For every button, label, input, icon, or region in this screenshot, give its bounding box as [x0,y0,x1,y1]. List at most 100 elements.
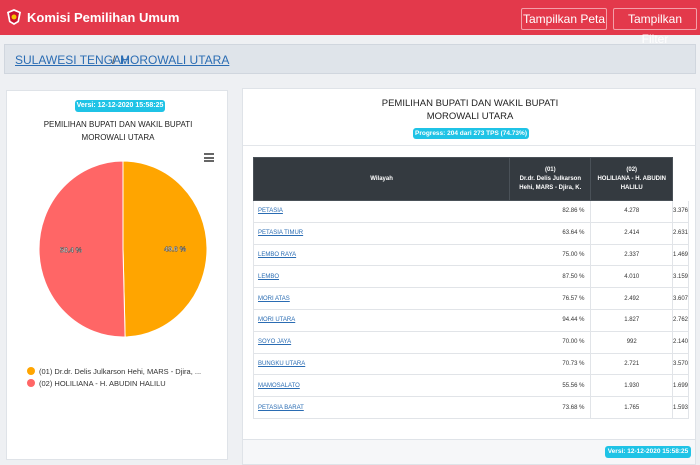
table-row: PETASIA TIMUR 63.64 % 2.414 2.631 [252,222,690,245]
table-row: LEMBO RAYA 75.00 % 2.337 1.469 [252,244,690,267]
table-row: PETASIA BARAT 73.68 % 1.765 1.593 [252,396,690,419]
progress-percent-cell: 55.56 % [509,374,592,398]
breadcrumb-province-link[interactable]: SULAWESI TENGAH [15,53,130,67]
candidate-02-votes-cell: 1.469 [672,244,690,267]
region-cell: LEMBO [252,265,510,289]
pie-chart: 49.6 % 50.4 % [38,160,208,338]
candidate-02-votes-cell: 1.593 [672,396,690,419]
progress-percent-cell: 94.44 % [509,309,592,332]
table-row: SOYO JAYA 70.00 % 992 2.140 [252,331,690,354]
candidate-02-votes-cell: 3.607 [672,287,690,310]
candidate-01-votes-cell: 992 [590,331,673,354]
table-row: PETASIA 82.86 % 4.278 3.376 [252,200,690,223]
candidate-02-votes-cell: 2.140 [672,331,690,354]
candidate-02-name: HOLILIANA - H. ABUDIN HALILU [597,175,666,191]
version-badge: Versi: 12-12-2020 15:58:25 [75,100,165,112]
progress-percent-cell: 75.00 % [509,244,592,267]
hamburger-menu-icon[interactable] [204,153,214,162]
candidate-02-votes-cell: 3.159 [672,265,690,289]
candidate-01-votes-cell: 2.492 [590,287,673,310]
progress-percent-cell: 70.73 % [509,353,592,376]
progress-percent-cell: 82.86 % [509,200,592,223]
legend-item-02[interactable]: (02) HOLILIANA - H. ABUDIN HALILU [27,378,223,390]
progress-badge: Progress: 204 dari 273 TPS (74.73%) [413,128,529,139]
candidate-01-votes-cell: 1.827 [590,309,673,332]
candidate-02-votes-cell: 3.376 [672,200,690,223]
progress-percent-cell: 76.57 % [509,287,592,310]
pie-chart-panel: Versi: 12-12-2020 15:58:25 PEMILIHAN BUP… [6,90,228,460]
legend-label: (01) Dr.dr. Delis Julkarson Hehi, MARS -… [39,367,202,376]
chart-title: PEMILIHAN BUPATI DAN WAKIL BUPATI MOROWA… [43,120,193,142]
candidate-02-number: (02) [626,166,638,173]
chart-legend: (01) Dr.dr. Delis Julkarson Hehi, MARS -… [27,366,223,390]
column-header-candidate-01: (01) Dr.dr. Delis Julkarson Hehi, MARS -… [509,157,592,201]
region-link[interactable]: LEMBO RAYA [258,251,297,258]
pie-slice-label: 50.4 % [60,248,83,255]
page-title-line1: PEMILIHAN BUPATI DAN WAKIL BUPATI [381,98,559,109]
candidate-01-votes-cell: 4.010 [590,265,673,289]
candidate-02-votes-cell: 2.762 [672,309,690,332]
region-cell: PETASIA TIMUR [252,222,510,245]
candidate-01-number: (01) [544,166,556,173]
region-cell: LEMBO RAYA [252,244,510,267]
region-link[interactable]: SOYO JAYA [258,339,292,346]
progress-percent-cell: 87.50 % [509,265,592,289]
page-title: PEMILIHAN BUPATI DAN WAKIL BUPATI MOROWA… [243,97,697,123]
region-link[interactable]: MORI UTARA [258,317,296,324]
table-row: BUNGKU UTARA 70.73 % 2.721 3.570 [252,353,690,376]
pie-slice-label: 49.6 % [164,246,187,253]
candidate-01-votes-cell: 4.278 [590,200,673,223]
column-header-candidate-02: (02) HOLILIANA - H. ABUDIN HALILU [590,157,673,201]
region-link[interactable]: LEMBO [258,273,280,280]
show-filter-button[interactable]: Tampilkan Filter [613,8,697,46]
progress-percent-cell: 63.64 % [509,222,592,245]
results-table: Wilayah (01) Dr.dr. Delis Julkarson Hehi… [252,157,690,419]
region-cell: BUNGKU UTARA [252,353,510,376]
candidate-02-votes-cell: 3.570 [672,353,690,376]
progress-percent-cell: 73.68 % [509,396,592,419]
region-link[interactable]: PETASIA [258,208,283,215]
legend-label: (02) HOLILIANA - H. ABUDIN HALILU [39,379,166,388]
progress-percent-cell: 70.00 % [509,331,592,354]
table-row: MORI ATAS 76.57 % 2.492 3.607 [252,287,690,310]
candidate-01-votes-cell: 1.930 [590,374,673,398]
candidate-01-votes-cell: 2.414 [590,222,673,245]
candidate-02-votes-cell: 1.699 [672,374,690,398]
region-cell: MORI ATAS [252,287,510,310]
region-cell: SOYO JAYA [252,331,510,354]
breadcrumb: SULAWESI TENGAH / MOROWALI UTARA [4,44,696,74]
legend-dot-icon [27,379,35,387]
region-link[interactable]: MORI ATAS [258,295,290,302]
region-link[interactable]: PETASIA BARAT [258,404,304,411]
show-map-button[interactable]: Tampilkan Peta [521,8,607,30]
candidate-02-votes-cell: 2.631 [672,222,690,245]
region-link[interactable]: BUNGKU UTARA [258,360,306,367]
region-cell: PETASIA [252,200,510,223]
kpu-logo-icon [7,9,21,25]
column-header-wilayah: Wilayah [252,157,511,201]
breadcrumb-regency-link[interactable]: MOROWALI UTARA [120,53,230,67]
region-cell: MORI UTARA [252,309,510,332]
candidate-01-votes-cell: 2.721 [590,353,673,376]
region-link[interactable]: PETASIA TIMUR [258,230,304,237]
table-row: MAMOSALATO 55.56 % 1.930 1.699 [252,374,690,398]
candidate-01-votes-cell: 1.765 [590,396,673,419]
app-title: Komisi Pemilihan Umum [27,10,180,25]
page-title-line2: MOROWALI UTARA [426,111,514,122]
table-row: MORI UTARA 94.44 % 1.827 2.762 [252,309,690,332]
legend-dot-icon [27,367,35,375]
version-badge: Versi: 12-12-2020 15:58:25 [605,446,691,458]
pie-slice-02[interactable] [38,160,126,338]
results-panel: PEMILIHAN BUPATI DAN WAKIL BUPATI MOROWA… [242,88,696,440]
legend-item-01[interactable]: (01) Dr.dr. Delis Julkarson Hehi, MARS -… [27,366,223,378]
region-cell: MAMOSALATO [252,374,510,398]
breadcrumb-separator: / [112,53,116,67]
pie-slice-01[interactable] [122,160,208,338]
region-link[interactable]: MAMOSALATO [258,382,300,389]
candidate-01-name: Dr.dr. Delis Julkarson Hehi, MARS - Djir… [519,175,582,191]
candidate-01-votes-cell: 2.337 [590,244,673,267]
table-row: LEMBO 87.50 % 4.010 3.159 [252,265,690,289]
table-header-row: Wilayah (01) Dr.dr. Delis Julkarson Hehi… [252,157,689,201]
region-cell: PETASIA BARAT [252,396,510,419]
top-navbar: Komisi Pemilihan Umum Tampilkan Peta Tam… [0,0,700,46]
